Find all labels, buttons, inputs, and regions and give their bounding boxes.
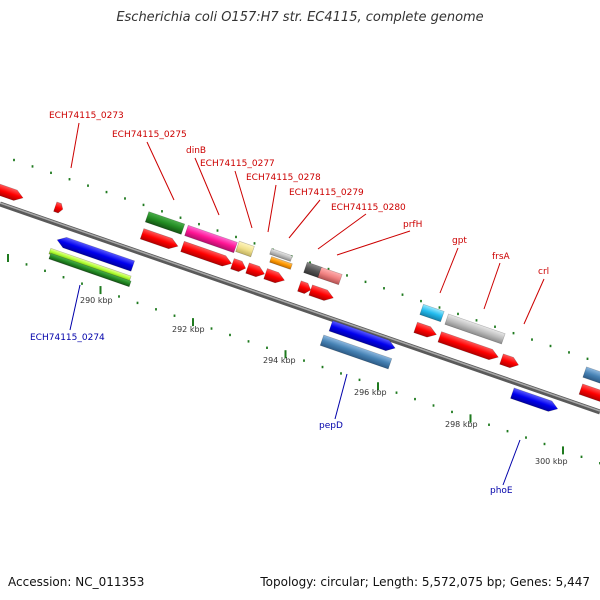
gene-label-ech74115-0273[interactable]: ECH74115_0273	[49, 111, 124, 121]
gene-prfh[interactable]	[308, 284, 335, 303]
block-ech74115-0277[interactable]	[235, 240, 255, 258]
gene-gpt-red[interactable]	[413, 321, 438, 340]
gene-label-crl[interactable]: crl	[538, 267, 549, 277]
gene-ech74115-0274[interactable]	[55, 235, 135, 272]
gene-ech74115-0273[interactable]	[53, 201, 65, 214]
gene-label-ech74115-0277[interactable]: ECH74115_0277	[200, 159, 275, 169]
gene-features	[0, 180, 600, 414]
bottom-gene-labels: ECH74115_0274 pepD phoE	[30, 333, 513, 496]
block-frsa[interactable]	[444, 313, 506, 345]
gene-label-prfh[interactable]: prfH	[403, 220, 422, 230]
gene-callouts	[69, 122, 545, 486]
gene-ech74115-0280a[interactable]	[297, 280, 313, 295]
block-ech74115-0278a[interactable]	[269, 248, 293, 262]
callout-ech74115-0280	[317, 213, 367, 250]
scale-label: 292 kbp	[172, 325, 205, 334]
callout-ech74115-0278	[267, 184, 277, 233]
gene-ech74115-0279[interactable]	[263, 268, 286, 286]
block-right-edge[interactable]	[582, 366, 600, 386]
gene-ech74115-0272[interactable]	[0, 180, 25, 203]
genome-backbone	[0, 201, 600, 415]
gene-phoe[interactable]	[510, 387, 560, 414]
callout-phoe	[502, 439, 521, 486]
page-title: Escherichia coli O157:H7 str. EC4115, co…	[116, 10, 484, 25]
block-ech74115-0278b[interactable]	[269, 256, 293, 270]
block-dinb[interactable]	[184, 224, 238, 254]
block-prfh[interactable]	[317, 266, 343, 286]
genome-summary-text: Topology: circular; Length: 5,572,075 bp…	[260, 575, 590, 589]
callout-prfh	[336, 230, 411, 256]
gene-ech74115-0278[interactable]	[245, 262, 267, 279]
callout-ech74115-0274	[69, 284, 81, 331]
gene-label-ech74115-0275[interactable]: ECH74115_0275	[112, 130, 187, 140]
callout-gpt	[439, 247, 459, 294]
scale-label: 298 kbp	[445, 420, 478, 429]
top-gene-labels: ECH74115_0273 ECH74115_0275 dinB ECH7411…	[49, 111, 549, 277]
gene-label-pepd[interactable]: pepD	[319, 421, 343, 431]
callout-ech74115-0277	[234, 170, 253, 229]
gene-label-ech74115-0279[interactable]: ECH74115_0279	[289, 188, 364, 198]
gene-label-frsa[interactable]: frsA	[492, 252, 511, 262]
callout-ech74115-0279	[288, 199, 321, 239]
gene-crl[interactable]	[499, 353, 521, 370]
callout-dinb	[194, 157, 220, 216]
block-pepd[interactable]	[319, 334, 393, 370]
gene-ech74115-0277[interactable]	[230, 258, 248, 274]
gene-label-dinb[interactable]: dinB	[186, 146, 206, 156]
gene-pepd-blue[interactable]	[328, 320, 397, 354]
gene-dinb[interactable]	[180, 240, 234, 268]
callout-frsa	[483, 262, 501, 310]
gene-label-ech74115-0278[interactable]: ECH74115_0278	[246, 173, 321, 183]
callout-pepd	[334, 373, 348, 420]
callout-ech74115-0275	[146, 141, 175, 201]
scale-label: 294 kbp	[263, 356, 296, 365]
scale-label: 296 kbp	[354, 388, 387, 397]
gene-label-gpt[interactable]: gpt	[452, 236, 467, 246]
block-ech74115-0274b[interactable]	[48, 252, 132, 288]
gene-label-ech74115-0274[interactable]: ECH74115_0274	[30, 333, 105, 343]
accession-text: Accession: NC_011353	[8, 575, 145, 589]
callout-ech74115-0273	[70, 122, 80, 169]
gene-right-edge[interactable]	[578, 383, 600, 404]
gene-frsa[interactable]	[437, 331, 500, 363]
scale-label: 300 kbp	[535, 457, 568, 466]
callout-crl	[523, 278, 545, 325]
scale-labels: 290 kbp 292 kbp 294 kbp 296 kbp 298 kbp …	[80, 296, 568, 466]
gene-ech74115-0275[interactable]	[139, 228, 180, 252]
block-ech74115-0275[interactable]	[144, 211, 186, 235]
scale-label: 290 kbp	[80, 296, 113, 305]
block-gpt[interactable]	[419, 303, 445, 323]
tick-marks	[7, 158, 600, 465]
gene-label-ech74115-0280[interactable]: ECH74115_0280	[331, 203, 406, 213]
gene-label-phoe[interactable]: phoE	[490, 486, 513, 496]
